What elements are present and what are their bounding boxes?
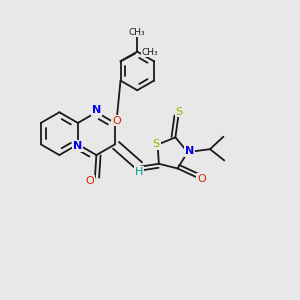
- Text: O: O: [112, 116, 121, 126]
- Text: S: S: [152, 139, 160, 149]
- Text: O: O: [85, 176, 94, 186]
- Text: N: N: [92, 105, 101, 115]
- Text: N: N: [184, 146, 194, 156]
- Text: N: N: [73, 141, 83, 151]
- Text: CH₃: CH₃: [141, 48, 158, 57]
- Text: H: H: [135, 167, 143, 177]
- Text: S: S: [176, 106, 183, 116]
- Text: CH₃: CH₃: [129, 28, 146, 38]
- Text: O: O: [197, 174, 206, 184]
